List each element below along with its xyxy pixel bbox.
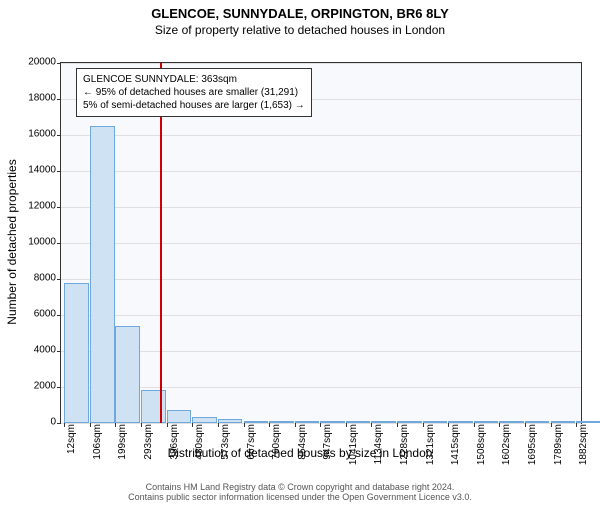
y-tick-label: 12000 [6,201,56,212]
footer-line-2: Contains public sector information licen… [0,492,600,502]
histogram-bar [320,421,345,423]
y-tick-label: 10000 [6,237,56,248]
y-tick-label: 2000 [6,381,56,392]
x-tick-mark [90,423,91,427]
y-tick-mark [57,63,61,64]
y-tick-label: 4000 [6,345,56,356]
histogram-bar [346,421,371,423]
gridline [61,243,581,244]
footer-line-1: Contains HM Land Registry data © Crown c… [0,482,600,492]
y-tick-label: 16000 [6,129,56,140]
histogram-bar [167,410,192,423]
y-tick-mark [57,423,61,424]
histogram-bar [295,421,320,423]
annotation-line-3: 5% of semi-detached houses are larger (1… [83,99,305,112]
y-tick-label: 18000 [6,93,56,104]
gridline [61,135,581,136]
gridline [61,315,581,316]
y-tick-label: 0 [6,417,56,428]
histogram-bar [576,421,600,423]
histogram-bar [192,417,217,423]
histogram-bar [218,419,243,423]
histogram-bar [371,421,396,423]
x-tick-mark [551,423,552,427]
y-tick-label: 14000 [6,165,56,176]
x-tick-mark [525,423,526,427]
y-tick-mark [57,207,61,208]
histogram-bar [448,421,473,423]
marker-line [160,63,162,423]
y-tick-label: 6000 [6,309,56,320]
y-tick-mark [57,171,61,172]
x-tick-mark [244,423,245,427]
x-tick-mark [295,423,296,427]
annotation-box: GLENCOE SUNNYDALE: 363sqm ← 95% of detac… [76,68,312,117]
gridline [61,207,581,208]
footer: Contains HM Land Registry data © Crown c… [0,482,600,502]
annotation-line-2: ← 95% of detached houses are smaller (31… [83,86,305,99]
page-subtitle: Size of property relative to detached ho… [0,23,600,37]
y-tick-mark [57,99,61,100]
x-tick-mark [576,423,577,427]
histogram-bar [551,421,576,423]
x-tick-mark [218,423,219,427]
histogram-bar [397,421,422,423]
y-tick-mark [57,279,61,280]
histogram-bar [269,421,294,423]
x-tick-mark [346,423,347,427]
histogram-bar [115,326,140,423]
histogram-bar [423,421,448,423]
histogram-bar [499,421,524,423]
gridline [61,63,581,64]
x-tick-mark [423,423,424,427]
gridline [61,171,581,172]
y-tick-mark [57,315,61,316]
page-title: GLENCOE, SUNNYDALE, ORPINGTON, BR6 8LY [0,6,600,21]
x-tick-mark [474,423,475,427]
x-axis-label: Distribution of detached houses by size … [0,446,600,460]
histogram-bar [474,421,499,423]
y-tick-mark [57,351,61,352]
histogram-bar [525,421,550,423]
y-tick-mark [57,387,61,388]
gridline [61,279,581,280]
histogram-bar [244,421,269,423]
histogram-chart: Number of detached properties GLENCOE SU… [60,62,580,422]
y-tick-label: 8000 [6,273,56,284]
annotation-line-1: GLENCOE SUNNYDALE: 363sqm [83,73,305,86]
x-tick-mark [397,423,398,427]
x-tick-mark [269,423,270,427]
y-tick-mark [57,135,61,136]
histogram-bar [64,283,89,423]
x-tick-mark [167,423,168,427]
y-tick-mark [57,243,61,244]
y-tick-label: 20000 [6,57,56,68]
histogram-bar [90,126,115,423]
